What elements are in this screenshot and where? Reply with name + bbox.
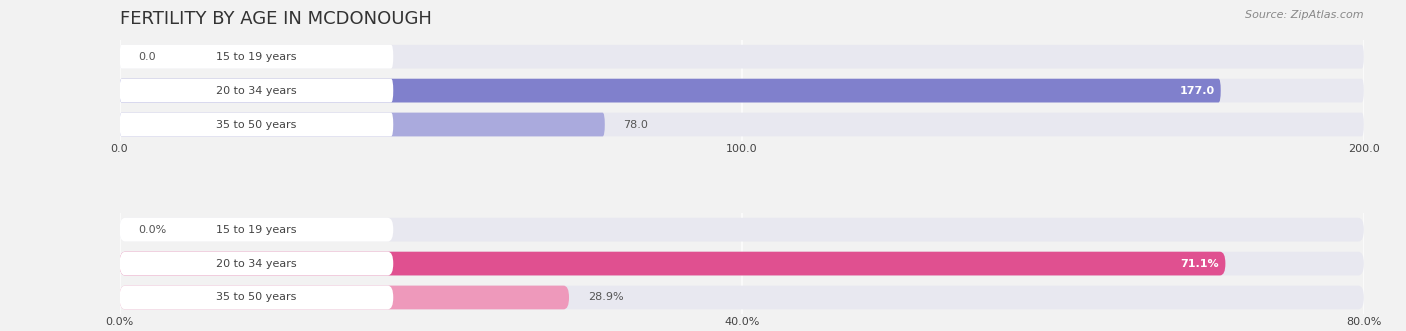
- FancyBboxPatch shape: [120, 218, 394, 242]
- Text: 177.0: 177.0: [1180, 86, 1215, 96]
- FancyBboxPatch shape: [120, 252, 1364, 275]
- FancyBboxPatch shape: [120, 218, 1364, 242]
- Text: 20 to 34 years: 20 to 34 years: [217, 86, 297, 96]
- FancyBboxPatch shape: [120, 113, 394, 136]
- FancyBboxPatch shape: [120, 79, 1364, 103]
- Text: 71.1%: 71.1%: [1181, 259, 1219, 268]
- FancyBboxPatch shape: [120, 113, 605, 136]
- Text: 78.0: 78.0: [623, 119, 648, 129]
- Text: 15 to 19 years: 15 to 19 years: [217, 225, 297, 235]
- FancyBboxPatch shape: [120, 252, 394, 275]
- Text: 28.9%: 28.9%: [588, 293, 623, 303]
- FancyBboxPatch shape: [120, 79, 394, 103]
- FancyBboxPatch shape: [120, 45, 394, 69]
- Text: 35 to 50 years: 35 to 50 years: [217, 119, 297, 129]
- FancyBboxPatch shape: [120, 113, 1364, 136]
- FancyBboxPatch shape: [120, 286, 569, 309]
- FancyBboxPatch shape: [120, 79, 1220, 103]
- Text: Source: ZipAtlas.com: Source: ZipAtlas.com: [1246, 10, 1364, 20]
- Text: 15 to 19 years: 15 to 19 years: [217, 52, 297, 62]
- Text: FERTILITY BY AGE IN MCDONOUGH: FERTILITY BY AGE IN MCDONOUGH: [120, 10, 432, 28]
- Text: 0.0%: 0.0%: [138, 225, 166, 235]
- Text: 35 to 50 years: 35 to 50 years: [217, 293, 297, 303]
- FancyBboxPatch shape: [120, 286, 1364, 309]
- Text: 0.0: 0.0: [138, 52, 156, 62]
- Text: 20 to 34 years: 20 to 34 years: [217, 259, 297, 268]
- FancyBboxPatch shape: [120, 252, 1226, 275]
- FancyBboxPatch shape: [120, 286, 394, 309]
- FancyBboxPatch shape: [120, 45, 1364, 69]
